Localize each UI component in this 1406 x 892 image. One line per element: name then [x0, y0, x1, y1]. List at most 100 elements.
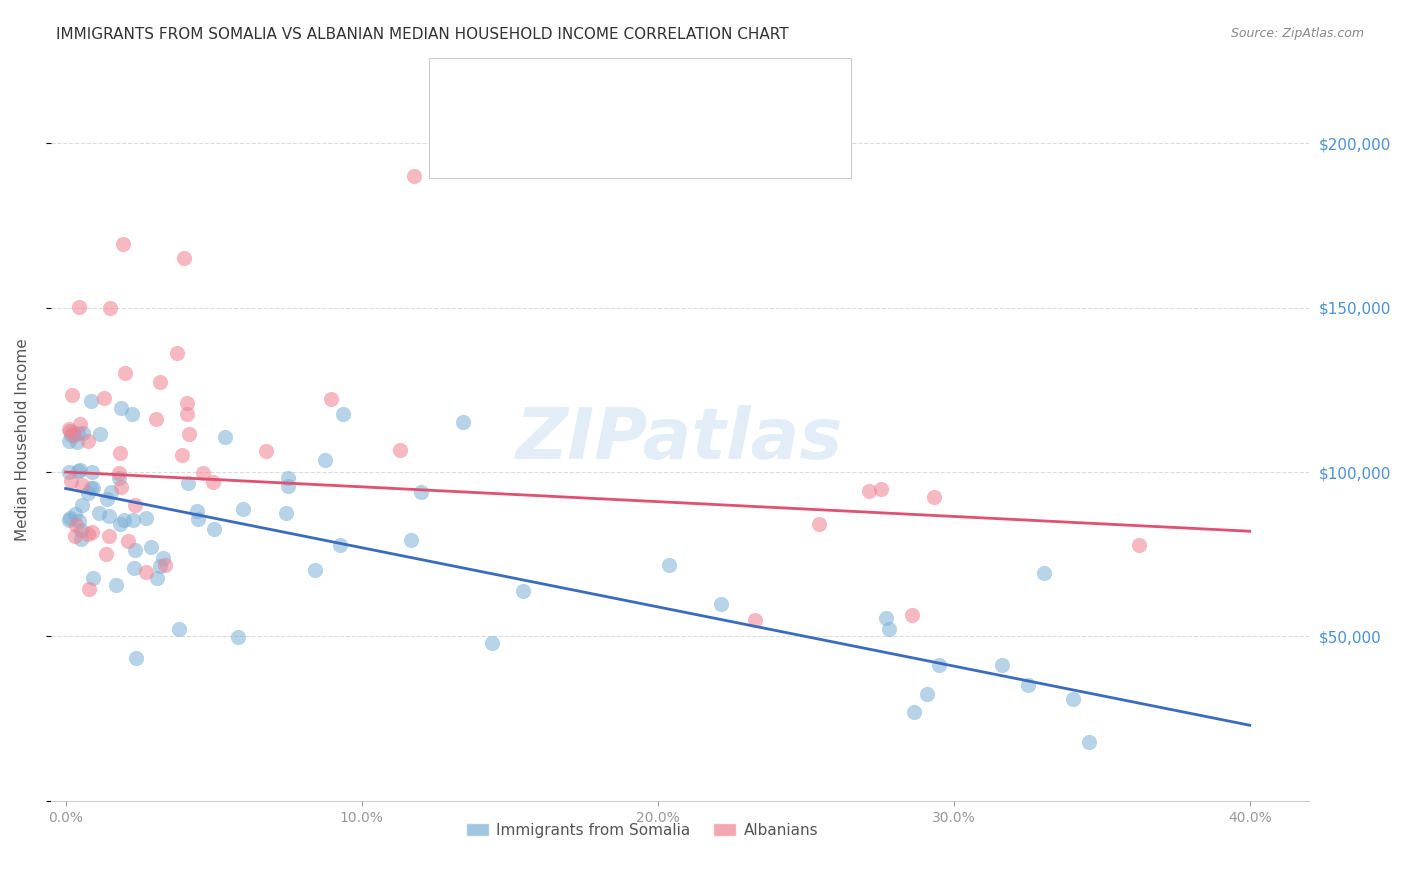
Immigrants from Somalia — [66, 435, 89, 450]
Immigrants from Somalia — [877, 622, 900, 636]
Albanians — [177, 427, 200, 442]
Text: IMMIGRANTS FROM SOMALIA VS ALBANIAN MEDIAN HOUSEHOLD INCOME CORRELATION CHART: IMMIGRANTS FROM SOMALIA VS ALBANIAN MEDI… — [56, 27, 789, 42]
Albanians — [173, 252, 195, 266]
Albanians — [94, 547, 117, 561]
Albanians — [744, 613, 766, 627]
Albanians — [112, 236, 135, 251]
Immigrants from Somalia — [108, 471, 131, 485]
Immigrants from Somalia — [58, 513, 80, 527]
Immigrants from Somalia — [72, 425, 94, 440]
Immigrants from Somalia — [991, 658, 1014, 673]
Immigrants from Somalia — [67, 464, 90, 478]
Text: ZIPatlas: ZIPatlas — [516, 405, 844, 474]
Albanians — [807, 517, 830, 532]
Immigrants from Somalia — [915, 687, 938, 701]
Immigrants from Somalia — [89, 427, 111, 442]
Immigrants from Somalia — [481, 636, 503, 650]
Albanians — [67, 301, 90, 315]
Immigrants from Somalia — [304, 563, 326, 577]
Albanians — [153, 558, 176, 572]
Immigrants from Somalia — [139, 540, 162, 554]
Albanians — [170, 448, 193, 462]
Immigrants from Somalia — [100, 485, 122, 500]
Albanians — [166, 345, 188, 359]
Immigrants from Somalia — [124, 543, 146, 558]
Immigrants from Somalia — [69, 463, 91, 477]
Albanians — [901, 607, 924, 622]
Immigrants from Somalia — [59, 510, 82, 524]
Immigrants from Somalia — [82, 571, 104, 585]
Immigrants from Somalia — [928, 658, 950, 673]
Immigrants from Somalia — [108, 517, 131, 532]
Immigrants from Somalia — [314, 453, 336, 467]
Albanians — [76, 526, 98, 541]
Albanians — [69, 417, 91, 431]
Albanians — [108, 466, 131, 480]
Immigrants from Somalia — [76, 485, 98, 500]
Immigrants from Somalia — [58, 434, 80, 448]
Immigrants from Somalia — [65, 507, 87, 521]
Albanians — [110, 446, 132, 460]
Immigrants from Somalia — [226, 630, 249, 644]
Immigrants from Somalia — [274, 506, 297, 520]
Immigrants from Somalia — [97, 509, 120, 524]
Immigrants from Somalia — [70, 498, 93, 512]
Immigrants from Somalia — [69, 532, 91, 546]
Text: Source: ZipAtlas.com: Source: ZipAtlas.com — [1230, 27, 1364, 40]
Immigrants from Somalia — [124, 650, 146, 665]
Immigrants from Somalia — [105, 578, 128, 592]
Y-axis label: Median Household Income: Median Household Income — [15, 338, 30, 541]
Immigrants from Somalia — [657, 558, 679, 572]
Immigrants from Somalia — [187, 512, 209, 526]
Albanians — [149, 375, 172, 389]
Immigrants from Somalia — [204, 522, 226, 536]
Albanians — [65, 518, 87, 533]
Albanians — [1128, 538, 1150, 552]
Albanians — [63, 529, 86, 543]
Immigrants from Somalia — [135, 511, 157, 525]
Albanians — [93, 391, 115, 405]
Albanians — [870, 482, 893, 496]
Immigrants from Somalia — [186, 504, 208, 518]
Immigrants from Somalia — [62, 425, 84, 440]
Immigrants from Somalia — [80, 482, 103, 496]
Albanians — [59, 424, 82, 438]
Immigrants from Somalia — [401, 533, 423, 547]
Albanians — [80, 524, 103, 539]
Albanians — [62, 427, 84, 442]
Albanians — [124, 498, 146, 512]
Albanians — [858, 484, 880, 499]
Albanians — [404, 169, 426, 184]
Albanians — [319, 392, 342, 406]
Albanians — [193, 467, 215, 481]
Albanians — [114, 367, 136, 381]
Immigrants from Somalia — [69, 514, 91, 528]
Immigrants from Somalia — [58, 465, 80, 479]
Immigrants from Somalia — [121, 407, 143, 421]
Immigrants from Somalia — [67, 426, 90, 441]
Immigrants from Somalia — [1033, 566, 1056, 580]
Albanians — [70, 478, 93, 492]
Immigrants from Somalia — [451, 415, 474, 429]
Albanians — [77, 582, 100, 596]
Albanians — [59, 474, 82, 488]
Immigrants from Somalia — [169, 622, 191, 636]
Albanians — [76, 434, 98, 449]
Immigrants from Somalia — [1078, 734, 1101, 748]
Immigrants from Somalia — [875, 611, 897, 625]
Albanians — [98, 301, 121, 315]
Immigrants from Somalia — [69, 523, 91, 537]
Immigrants from Somalia — [80, 394, 103, 409]
Immigrants from Somalia — [232, 501, 254, 516]
Immigrants from Somalia — [512, 584, 534, 599]
Albanians — [145, 411, 167, 425]
Immigrants from Somalia — [89, 506, 111, 520]
Immigrants from Somalia — [82, 481, 104, 495]
Immigrants from Somalia — [112, 513, 135, 527]
Immigrants from Somalia — [277, 479, 299, 493]
Immigrants from Somalia — [122, 560, 145, 574]
Immigrants from Somalia — [409, 484, 432, 499]
Immigrants from Somalia — [329, 538, 352, 552]
Immigrants from Somalia — [149, 558, 172, 573]
Albanians — [110, 480, 132, 494]
